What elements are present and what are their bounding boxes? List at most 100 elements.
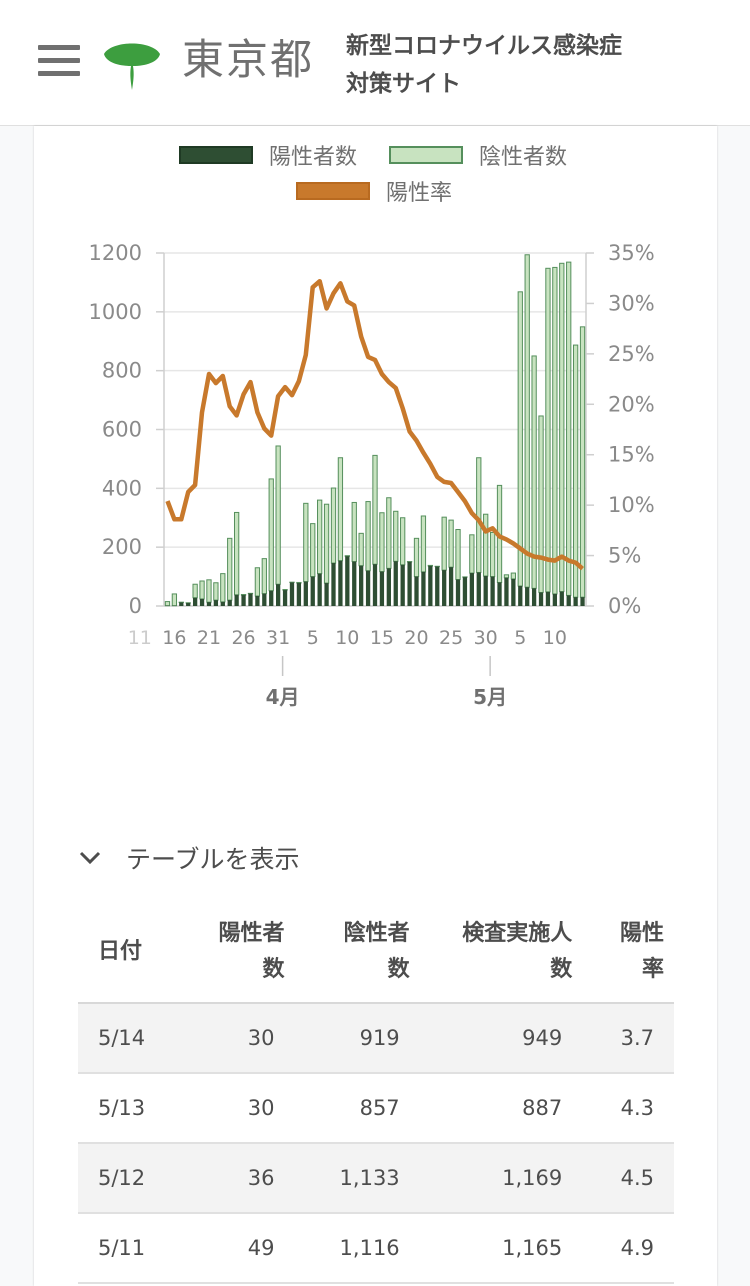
positive-bar — [359, 566, 363, 606]
positive-bar — [470, 573, 474, 606]
negative-bar — [442, 517, 446, 570]
negative-bar — [504, 575, 508, 578]
negative-bar — [401, 518, 405, 565]
negative-bar — [580, 327, 584, 597]
positive-bar — [373, 564, 377, 606]
positive-bar — [269, 591, 273, 606]
negative-bar — [428, 565, 432, 566]
col-rate-header[interactable]: 陽性率 — [582, 906, 674, 1003]
site-title-line1: 新型コロナウイルス感染症 — [346, 27, 622, 65]
positive-bar — [324, 583, 328, 606]
positive-bar — [214, 600, 218, 606]
negative-bar — [567, 262, 571, 595]
x-tick-label: 10 — [335, 627, 359, 649]
col-tested-header[interactable]: 検査実施人数 — [420, 906, 583, 1003]
positive-bar — [553, 594, 557, 606]
positive-bar — [304, 582, 308, 606]
negative-bar — [477, 458, 481, 573]
negative-bar — [573, 345, 577, 597]
positive-bar — [560, 592, 564, 606]
positive-bar — [234, 595, 238, 606]
positive-bar — [331, 563, 335, 606]
logo-text[interactable]: 東京都 — [182, 34, 314, 86]
month-label: 5月 — [473, 685, 507, 709]
positive-bar — [477, 572, 481, 606]
x-tick-label: 10 — [543, 627, 567, 649]
cell-positive: 36 — [187, 1143, 295, 1213]
negative-bar — [172, 594, 176, 606]
negative-bar — [387, 498, 391, 569]
negative-bar — [207, 580, 211, 602]
tokyo-ginkgo-logo-icon[interactable] — [100, 32, 164, 96]
col-negative-header[interactable]: 陰性者数 — [295, 906, 420, 1003]
y-left-tick-label: 1000 — [89, 300, 142, 324]
negative-bar — [539, 416, 543, 593]
positive-bar — [435, 567, 439, 606]
col-date-header[interactable]: 日付 — [78, 906, 187, 1003]
menu-icon[interactable] — [38, 45, 82, 79]
positive-bar — [193, 598, 197, 606]
col-positive-header[interactable]: 陽性者数 — [187, 906, 295, 1003]
negative-bar — [352, 502, 356, 561]
positive-bar — [532, 588, 536, 606]
positive-bar — [456, 580, 460, 606]
y-left-tick-label: 800 — [102, 359, 142, 383]
site-title[interactable]: 新型コロナウイルス感染症 対策サイト — [346, 27, 622, 103]
positive-bar — [580, 597, 584, 606]
negative-bar — [511, 573, 515, 579]
negative-bar — [214, 583, 218, 600]
cell-tested: 949 — [420, 1003, 583, 1073]
positive-bar — [290, 582, 294, 606]
negative-bar — [241, 595, 245, 596]
y-left-tick-label: 0 — [129, 594, 142, 618]
negative-bar — [276, 446, 280, 584]
positive-bar — [345, 556, 349, 606]
site-title-line2: 対策サイト — [346, 65, 622, 103]
negative-bar — [255, 568, 259, 596]
y-right-tick-label: 25% — [608, 342, 655, 366]
cell-positive: 30 — [187, 1073, 295, 1143]
cell-rate: 4.9 — [582, 1213, 674, 1283]
cell-negative: 1,133 — [295, 1143, 420, 1213]
table-row: 5/14 30 919 949 3.7 — [78, 1003, 674, 1073]
x-tick-label: 15 — [370, 627, 394, 649]
y-right-tick-label: 10% — [608, 493, 655, 517]
positive-bar — [539, 592, 543, 606]
cell-rate: 3.7 — [582, 1003, 674, 1073]
positive-bar — [297, 583, 301, 606]
x-tick-label: 30 — [474, 627, 498, 649]
data-table: 日付 陽性者数 陰性者数 検査実施人数 陽性率 5/14 30 919 949 … — [78, 906, 674, 1284]
site-header: 東京都 新型コロナウイルス感染症 対策サイト — [0, 0, 750, 126]
cell-tested: 887 — [420, 1073, 583, 1143]
positive-bar — [401, 565, 405, 606]
positive-bar — [387, 568, 391, 606]
x-tick-label: 5 — [514, 627, 526, 649]
cell-negative: 919 — [295, 1003, 420, 1073]
negative-bar — [525, 255, 529, 587]
positive-bar — [484, 576, 488, 606]
negative-bar — [366, 502, 370, 571]
cell-positive: 30 — [187, 1003, 295, 1073]
table-toggle[interactable]: テーブルを表示 — [78, 838, 300, 878]
positive-bar — [352, 562, 356, 606]
negative-bar — [283, 590, 287, 591]
x-tick-label: 31 — [266, 627, 290, 649]
negative-bar — [484, 514, 488, 576]
y-right-tick-label: 15% — [608, 443, 655, 467]
cell-tested: 1,169 — [420, 1143, 583, 1213]
positive-bar — [407, 562, 411, 606]
negative-bar — [338, 458, 342, 561]
negative-bar — [324, 504, 328, 583]
negative-bar — [221, 574, 225, 602]
negative-bar — [421, 516, 425, 572]
positive-bar — [179, 602, 183, 606]
negative-bar — [318, 500, 322, 574]
positive-bar — [546, 592, 550, 606]
positive-bar — [504, 578, 508, 606]
cell-date: 5/12 — [78, 1143, 187, 1213]
positive-bar — [338, 561, 342, 606]
positive-bar — [497, 582, 501, 606]
positive-bar — [228, 600, 232, 606]
negative-bar — [380, 513, 384, 572]
cell-rate: 4.5 — [582, 1143, 674, 1213]
